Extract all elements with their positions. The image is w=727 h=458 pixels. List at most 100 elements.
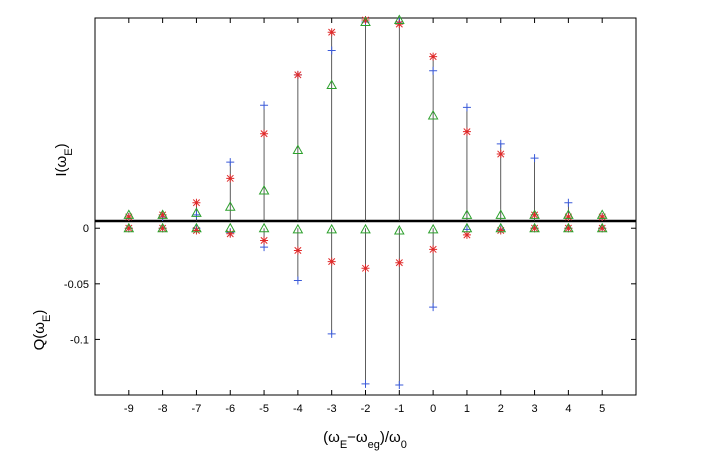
x-tick-label: 0 bbox=[430, 403, 436, 415]
triangle-marker bbox=[224, 201, 236, 211]
plus-marker bbox=[395, 380, 404, 389]
asterisk-marker bbox=[564, 212, 573, 221]
plus-marker bbox=[496, 139, 505, 148]
plus-marker bbox=[226, 158, 235, 167]
triangle-marker bbox=[360, 223, 371, 234]
asterisk-marker bbox=[598, 212, 607, 221]
asterisk-marker bbox=[293, 246, 302, 255]
asterisk-marker bbox=[395, 258, 404, 267]
asterisk-marker bbox=[496, 150, 505, 159]
plus-marker bbox=[260, 243, 269, 252]
plus-marker bbox=[192, 210, 201, 219]
x-tick-label: -2 bbox=[361, 403, 371, 415]
x-tick-label: 5 bbox=[599, 403, 605, 415]
triangle-marker bbox=[292, 144, 304, 154]
triangle-marker bbox=[123, 222, 135, 233]
x-tick-label: -5 bbox=[259, 403, 269, 415]
plus-marker bbox=[564, 198, 573, 207]
plus-marker bbox=[429, 66, 438, 75]
bottom-y-axis-label: Q(ωE) bbox=[31, 310, 53, 351]
triangle-marker bbox=[596, 209, 608, 219]
x-tick-label: -8 bbox=[158, 403, 168, 415]
asterisk-marker bbox=[192, 226, 201, 235]
triangle-marker bbox=[495, 222, 507, 233]
asterisk-marker bbox=[462, 127, 471, 136]
triangle-marker bbox=[258, 222, 270, 233]
asterisk-marker bbox=[260, 129, 269, 138]
triangle-marker bbox=[157, 209, 168, 219]
x-tick-label: -1 bbox=[394, 403, 404, 415]
asterisk-marker bbox=[226, 229, 235, 238]
triangle-marker bbox=[563, 222, 574, 233]
triangle-marker bbox=[191, 207, 202, 217]
triangle-marker bbox=[495, 209, 507, 219]
plus-marker bbox=[327, 46, 336, 55]
asterisk-marker bbox=[260, 236, 269, 245]
asterisk-marker bbox=[496, 226, 505, 235]
asterisk-marker bbox=[124, 212, 133, 221]
triangle-marker bbox=[529, 209, 540, 219]
triangle-marker bbox=[326, 223, 338, 234]
triangle-marker bbox=[461, 209, 473, 219]
triangle-marker bbox=[427, 109, 439, 120]
x-tick-label: -7 bbox=[192, 403, 202, 415]
x-tick-label: -4 bbox=[293, 403, 303, 415]
y-tick-label: -0.1 bbox=[70, 334, 89, 346]
asterisk-marker bbox=[158, 210, 167, 219]
stem-lines bbox=[128, 20, 603, 385]
tick-labels: -9 -8 -7 -6 -5 -4 -3 -2 -1 0 1 2 3 4 5 0 -0.05 -0.1 bbox=[64, 223, 605, 415]
asterisk-marker bbox=[158, 224, 167, 233]
plus-marker bbox=[327, 329, 336, 338]
asterisk-marker bbox=[564, 224, 573, 233]
triangle-marker bbox=[427, 223, 439, 234]
asterisk-marker bbox=[192, 198, 201, 207]
y-tick-label: 0 bbox=[83, 223, 89, 235]
x-tick-label: 4 bbox=[565, 403, 571, 415]
asterisk-marker bbox=[429, 52, 438, 61]
asterisk-marker bbox=[327, 28, 336, 37]
plus-marker bbox=[462, 103, 471, 112]
x-tick-label: 3 bbox=[532, 403, 538, 415]
x-axis-label: (ωE−ωeg)/ω0 bbox=[323, 429, 407, 451]
triangle-marker bbox=[292, 223, 304, 234]
x-tick-label: -3 bbox=[327, 403, 337, 415]
y-tick-label: -0.05 bbox=[64, 279, 89, 291]
triangle-marker bbox=[461, 222, 473, 233]
top-y-axis-label: I(ωE) bbox=[53, 143, 75, 176]
asterisk-marker bbox=[530, 224, 539, 233]
plus-marker bbox=[530, 154, 539, 163]
triangle-marker bbox=[529, 222, 540, 233]
triangle-marker bbox=[360, 16, 371, 27]
triangle-marker bbox=[393, 14, 405, 25]
triangle-marker bbox=[157, 222, 168, 233]
triangle-marker bbox=[563, 209, 574, 219]
triangle-marker bbox=[393, 224, 405, 235]
asterisk-marker bbox=[226, 174, 235, 183]
triangle-marker bbox=[326, 79, 338, 89]
asterisk-marker bbox=[327, 257, 336, 266]
asterisk-marker bbox=[462, 230, 471, 239]
x-tick-label: -6 bbox=[225, 403, 235, 415]
x-tick-label: 1 bbox=[464, 403, 470, 415]
asterisk-marker bbox=[361, 16, 370, 25]
x-tick-label: 2 bbox=[498, 403, 504, 415]
plus-marker bbox=[260, 101, 269, 110]
asterisk-marker bbox=[395, 20, 404, 29]
asterisk-marker bbox=[429, 245, 438, 254]
triangle-marker bbox=[258, 185, 270, 195]
plus-marker bbox=[429, 303, 438, 312]
asterisk-marker bbox=[361, 264, 370, 273]
asterisk-marker bbox=[293, 70, 302, 79]
asterisk-marker bbox=[598, 224, 607, 233]
asterisk-marker bbox=[530, 210, 539, 219]
triangle-marker bbox=[191, 222, 202, 233]
asterisk-marker bbox=[124, 224, 133, 233]
x-tick-label: -9 bbox=[124, 403, 134, 415]
triangle-marker bbox=[123, 209, 135, 219]
triangle-marker bbox=[596, 222, 608, 233]
data-markers bbox=[123, 14, 608, 389]
plus-marker bbox=[361, 379, 370, 388]
plus-marker bbox=[293, 276, 302, 285]
triangle-marker bbox=[224, 222, 236, 233]
